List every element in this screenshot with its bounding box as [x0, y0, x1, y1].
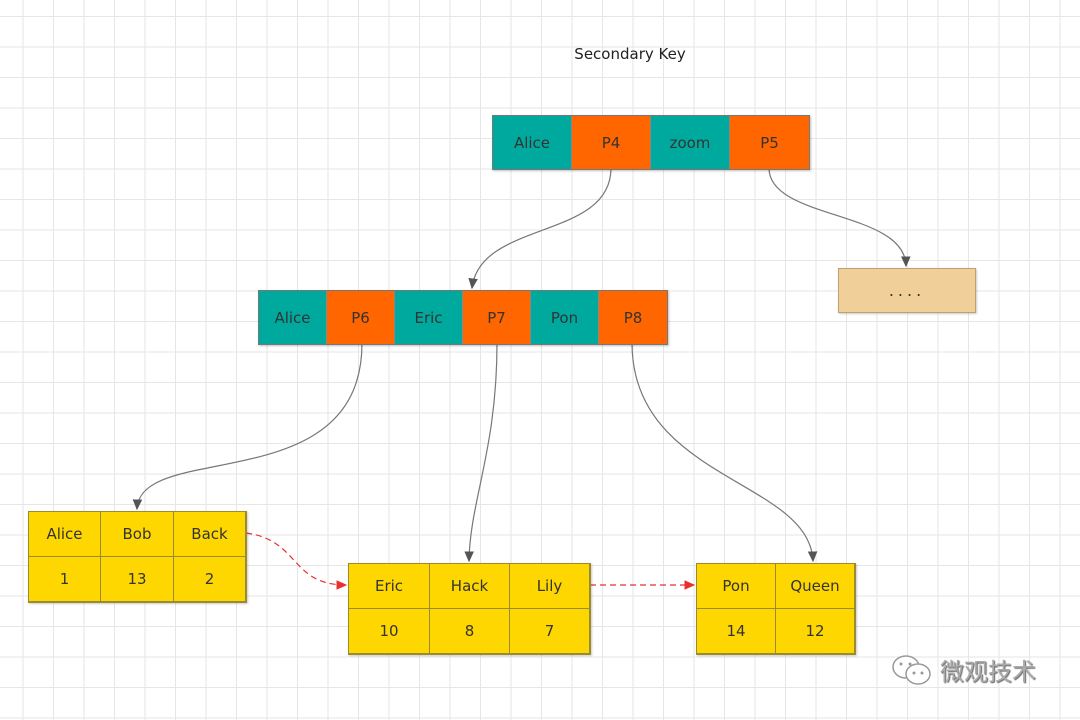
watermark: 微观技术 — [890, 652, 1036, 687]
leaf-value: 7 — [510, 609, 590, 654]
diagram-title: Secondary Key — [574, 45, 686, 63]
key-cell: Eric — [395, 291, 463, 344]
root-node: Alice P4 zoom P5 — [492, 115, 810, 170]
pointer-cell: P7 — [463, 291, 531, 344]
leaf-value: 10 — [349, 609, 430, 654]
leaf-value: 8 — [430, 609, 510, 654]
link-leaf1-leaf2 — [245, 532, 348, 590]
middle-node: Alice P6 Eric P7 Pon P8 — [258, 290, 668, 345]
ellipsis-node: .... — [838, 268, 976, 313]
edge-p7-leaf2 — [464, 342, 498, 563]
leaf-value: 1 — [29, 557, 101, 602]
watermark-text: 微观技术 — [940, 658, 1036, 686]
wechat-icon — [892, 654, 931, 685]
edge-p8-leaf3 — [631, 342, 818, 563]
leaf-node-2: Eric Hack Lily 10 8 7 — [348, 563, 591, 655]
pointer-cell: P8 — [599, 291, 667, 344]
leaf-key: Pon — [697, 564, 776, 609]
leaf-key: Bob — [101, 512, 174, 557]
leaf-key: Lily — [510, 564, 590, 609]
leaf-key: Hack — [430, 564, 510, 609]
leaf-value: 12 — [776, 609, 855, 654]
key-cell: Alice — [493, 116, 572, 169]
key-cell: Alice — [259, 291, 327, 344]
leaf-key: Queen — [776, 564, 855, 609]
pointer-cell: P6 — [327, 291, 395, 344]
key-cell: zoom — [651, 116, 730, 169]
leaf-value: 13 — [101, 557, 174, 602]
key-cell: Pon — [531, 291, 599, 344]
pointer-cell: P4 — [572, 116, 651, 169]
leaf-key: Eric — [349, 564, 430, 609]
pointer-cell: P5 — [730, 116, 809, 169]
edge-p5-ellipsis — [768, 167, 911, 268]
leaf-key: Back — [174, 512, 246, 557]
edge-p6-leaf1 — [132, 342, 363, 511]
leaf-node-3: Pon Queen 14 12 — [696, 563, 856, 655]
edge-p4-middle — [468, 167, 612, 290]
leaf-key: Alice — [29, 512, 101, 557]
leaf-value: 2 — [174, 557, 246, 602]
leaf-value: 14 — [697, 609, 776, 654]
leaf-node-1: Alice Bob Back 1 13 2 — [28, 511, 247, 603]
